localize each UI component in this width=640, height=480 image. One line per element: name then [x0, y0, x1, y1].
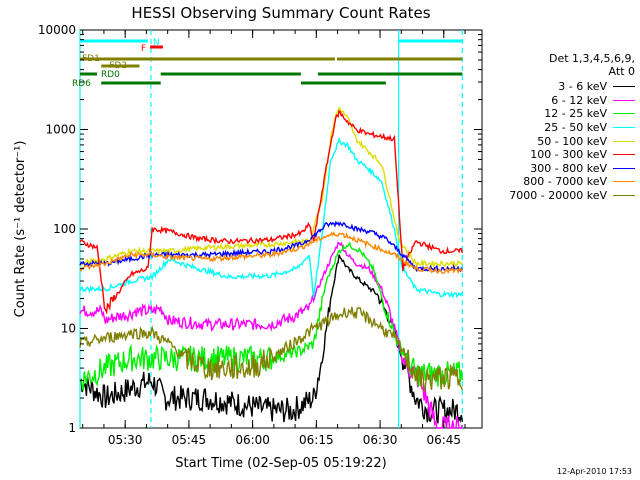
legend-swatch: [613, 140, 635, 142]
legend-swatch: [613, 195, 635, 197]
legend-swatch: [613, 99, 635, 101]
state-label-rd6: RD6: [72, 79, 91, 89]
timestamp: 12-Apr-2010 17:53: [556, 467, 632, 476]
legend-item: 50 - 100 keV: [490, 134, 635, 148]
x-tick-label: 06:30: [363, 433, 398, 447]
legend-header-2: Att 0: [608, 65, 635, 78]
state-label-fd1: FD1: [82, 54, 100, 64]
series-line-4: [79, 106, 463, 269]
x-tick-label: 06:00: [235, 433, 270, 447]
legend-label: 6 - 12 keV: [551, 93, 607, 107]
legend-label: 12 - 25 keV: [544, 107, 607, 121]
series-line-5: [79, 109, 463, 315]
x-tick-label: 05:45: [172, 433, 207, 447]
state-label-n: N: [153, 38, 160, 48]
series-line-3: [79, 136, 463, 299]
legend-label: 7000 - 20000 keV: [509, 189, 607, 203]
legend-rows: 3 - 6 keV 6 - 12 keV 12 - 25 keV 25 - 50 ke…: [490, 80, 635, 202]
series-line-6: [79, 220, 463, 273]
y-tick-label: 10: [61, 322, 76, 336]
legend-item: 300 - 800 keV: [490, 162, 635, 176]
y-tick-label: 100: [53, 222, 76, 236]
legend-swatch: [613, 113, 635, 115]
x-tick-label: 06:15: [299, 433, 334, 447]
x-tick-label: 05:30: [108, 433, 143, 447]
legend-label: 3 - 6 keV: [558, 80, 607, 94]
legend-item: 3 - 6 keV: [490, 80, 635, 94]
legend-label: 25 - 50 keV: [544, 121, 607, 135]
y-axis-label: Count Rate (s⁻¹ detector⁻¹): [13, 141, 28, 318]
x-axis-label: Start Time (02-Sep-05 05:19:22): [175, 456, 386, 471]
axes: 1 10 100 1000 10000 05:30 05:45 06:00 06:15 06:30…: [38, 23, 482, 447]
chart-title: HESSI Observing Summary Count Rates: [131, 4, 430, 22]
legend-swatch: [613, 167, 635, 169]
series-line-7: [79, 231, 463, 275]
legend-item: 12 - 25 keV: [490, 107, 635, 121]
legend-swatch: [613, 181, 635, 183]
series-line-8: [79, 306, 463, 393]
legend: Det 1,3,4,5,6,9, Att 0 3 - 6 keV 6 - 12 k…: [490, 52, 635, 202]
y-tick-label: 1: [68, 421, 76, 435]
legend-label: 800 - 7000 keV: [523, 175, 607, 189]
legend-header-1: Det 1,3,4,5,6,9,: [548, 52, 635, 65]
legend-item: 6 - 12 keV: [490, 94, 635, 108]
legend-item: 800 - 7000 keV: [490, 175, 635, 189]
series-layer: [79, 106, 463, 429]
series-line-1: [79, 241, 463, 429]
y-tick-label: 1000: [45, 123, 76, 137]
legend-label: 50 - 100 keV: [537, 134, 607, 148]
legend-label: 300 - 800 keV: [530, 161, 607, 175]
legend-swatch: [613, 127, 635, 129]
x-tick-label: 06:45: [426, 433, 461, 447]
legend-item: 100 - 300 keV: [490, 148, 635, 162]
legend-swatch: [613, 154, 635, 156]
legend-swatch: [613, 86, 635, 88]
legend-item: 25 - 50 keV: [490, 121, 635, 135]
y-tick-label: 10000: [38, 23, 76, 37]
state-label-f: F: [141, 44, 146, 54]
legend-item: 7000 - 20000 keV: [490, 189, 635, 203]
state-label-rd0: RD0: [101, 70, 120, 80]
state-label-fd2: FD2: [109, 61, 127, 71]
legend-label: 100 - 300 keV: [530, 148, 607, 162]
